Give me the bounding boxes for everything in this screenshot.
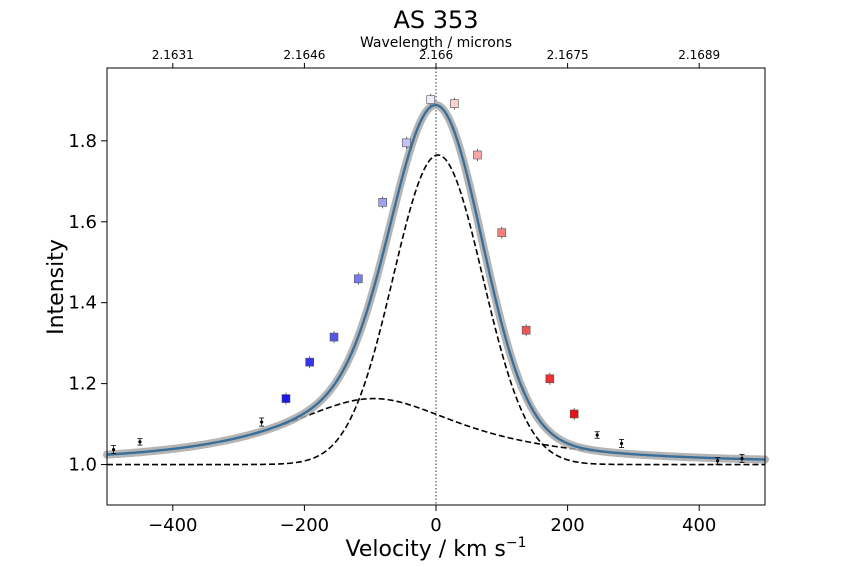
data-marker: [619, 441, 624, 446]
x-tick-label: 400: [682, 515, 716, 536]
square-marker: [354, 274, 363, 284]
data-marker: [138, 440, 142, 444]
x-tick-label: 200: [550, 515, 584, 536]
square-marker: [329, 332, 339, 342]
x-tick-label: −200: [280, 515, 329, 536]
x-tick-label: 0: [430, 515, 441, 536]
colored-data-point: [569, 407, 579, 420]
square-marker: [378, 198, 388, 207]
black-data-point: [594, 431, 600, 439]
black-data-point: [137, 438, 143, 446]
square-marker: [426, 95, 436, 104]
colored-data-point: [354, 272, 363, 285]
x-axis-label: Velocity / km s−1: [346, 535, 527, 562]
y-tick-label: 1.8: [68, 131, 97, 152]
square-marker: [473, 150, 482, 160]
x-axis-label-superscript: −1: [506, 535, 527, 551]
colored-data-point: [305, 356, 314, 369]
black-data-point: [715, 457, 721, 465]
fit-curve: [106, 103, 766, 461]
data-marker: [716, 459, 720, 463]
top-axis-label: Wavelength / microns: [360, 35, 512, 51]
y-tick-label: 1.2: [68, 374, 97, 395]
y-axis-label: Intensity: [44, 239, 69, 335]
colored-data-point: [426, 93, 436, 106]
square-marker: [281, 394, 291, 403]
square-marker: [402, 138, 411, 148]
top-tick-label: 2.1689: [678, 48, 720, 62]
colored-data-point: [378, 196, 388, 209]
data-marker: [740, 456, 744, 461]
data-marker: [111, 447, 116, 452]
colored-data-point: [473, 148, 482, 161]
colored-data-point: [545, 372, 555, 385]
y-tick-label: 1.4: [68, 293, 97, 314]
y-tick-label: 1.6: [68, 212, 97, 233]
colored-data-point: [402, 136, 411, 149]
square-marker: [497, 228, 507, 237]
x-tick-label: −400: [148, 515, 197, 536]
square-marker: [305, 357, 314, 367]
top-tick-label: 2.1646: [283, 48, 325, 62]
square-marker: [569, 409, 579, 419]
colored-data-point: [450, 97, 459, 110]
colored-data-point: [329, 331, 339, 344]
black-data-point: [259, 417, 265, 427]
plot-area: [103, 68, 769, 505]
x-axis-label-main: Velocity / km s: [346, 537, 506, 562]
colored-data-point: [281, 392, 291, 405]
chart-title: AS 353: [393, 6, 478, 34]
top-tick-label: 2.1675: [547, 48, 589, 62]
square-marker: [545, 374, 555, 384]
colored-data-point: [521, 324, 531, 337]
axes: −400 −200 0 200 400 1.0 1.2 1.4 1.6 1.8 2.1631 2.16…: [68, 48, 720, 536]
y-tick-label: 1.0: [68, 455, 97, 476]
narrow-component-curve: [107, 154, 765, 466]
top-tick-label: 2.1631: [152, 48, 194, 62]
data-marker: [260, 420, 264, 424]
black-data-point: [739, 454, 745, 463]
data-marker: [595, 433, 599, 437]
black-data-point: [111, 445, 117, 455]
black-data-point: [619, 439, 625, 448]
square-marker: [450, 99, 459, 108]
square-marker: [521, 325, 531, 335]
top-tick-label: 2.166: [419, 48, 453, 62]
colored-data-point: [497, 226, 507, 239]
